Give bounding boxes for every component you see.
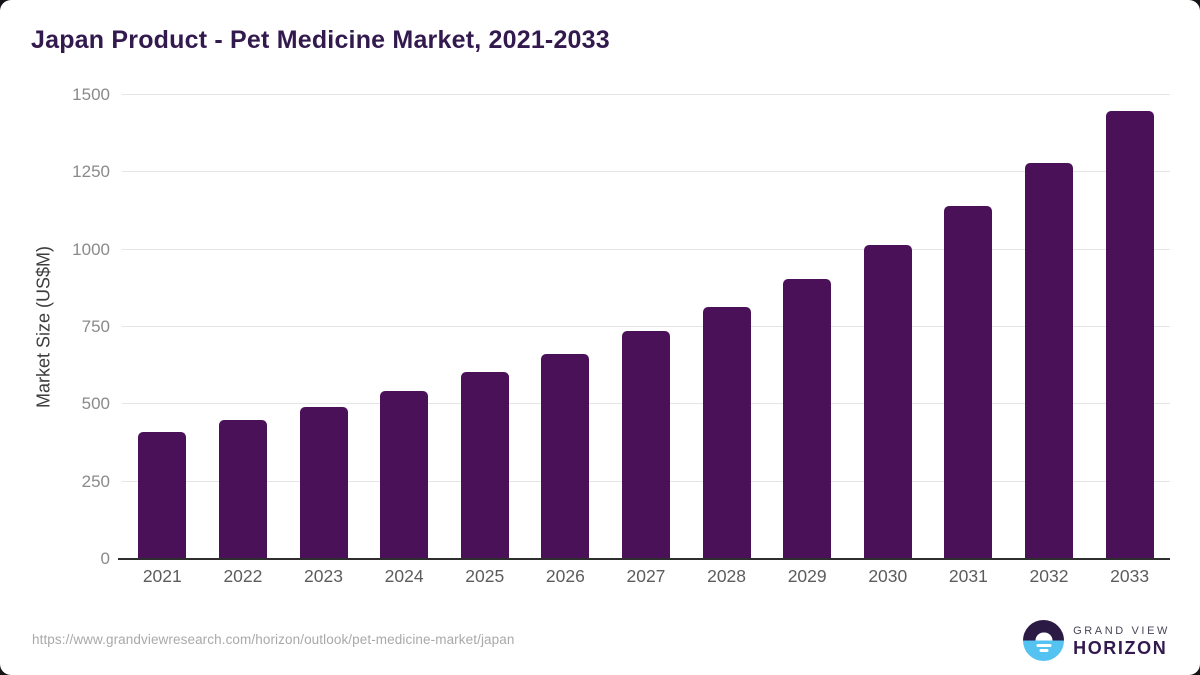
chart-title: Japan Product - Pet Medicine Market, 202…	[31, 26, 610, 54]
plot-area	[118, 94, 1170, 560]
x-tick-label-2033: 2033	[1110, 566, 1150, 586]
water-ripple-icon	[1039, 649, 1049, 652]
bar-2030	[863, 244, 912, 559]
gridline-1250	[122, 171, 1170, 173]
bar-slot-2024	[364, 95, 445, 559]
y-tick-label-500: 500	[81, 394, 110, 414]
brand-name-top: GRAND VIEW	[1073, 624, 1170, 637]
bar-slot-2032	[1009, 95, 1090, 559]
bar-slot-2022	[203, 95, 284, 559]
brand-logo: GRAND VIEW HORIZON	[1023, 620, 1170, 661]
brand-text: GRAND VIEW HORIZON	[1073, 624, 1170, 658]
bar-2026	[541, 353, 590, 559]
x-tick-label-2024: 2024	[384, 566, 424, 586]
bar-2031	[944, 206, 993, 559]
bar-2028	[702, 306, 751, 559]
bar-slot-2031	[928, 95, 1009, 559]
y-tick-label-1250: 1250	[72, 162, 110, 182]
x-tick-label-2029: 2029	[787, 566, 827, 586]
bar-2033	[1105, 111, 1154, 559]
bar-slot-2030	[847, 95, 928, 559]
x-tick-label-2022: 2022	[223, 566, 263, 586]
bar-slot-2023	[283, 95, 364, 559]
x-tick-label-2023: 2023	[304, 566, 343, 586]
sun-dome-icon	[1035, 632, 1053, 641]
x-tick-label-2026: 2026	[545, 566, 585, 586]
bar-2023	[299, 406, 348, 559]
bar-2024	[380, 390, 429, 559]
bar-slot-2028	[686, 95, 767, 559]
bar-2022	[218, 420, 267, 559]
x-tick-label-2027: 2027	[626, 566, 666, 586]
gridline-1000	[122, 248, 1170, 250]
bar-2029	[783, 278, 832, 559]
bar-2032	[1025, 163, 1073, 559]
brand-name-bottom: HORIZON	[1073, 637, 1168, 658]
y-tick-label-1000: 1000	[72, 239, 110, 259]
y-tick-label-1500: 1500	[72, 85, 110, 104]
source-url: https://www.grandviewresearch.com/horizo…	[32, 632, 515, 647]
water-ripple-icon	[1036, 643, 1052, 647]
y-tick-label-250: 250	[81, 471, 110, 491]
gridline-1500	[122, 94, 1170, 95]
bar-slot-2025	[444, 95, 525, 559]
bar-2027	[621, 331, 670, 559]
bar-slot-2029	[767, 95, 848, 559]
x-axis-labels: 2021 2022 2023 2024 2025 2026 2027 2028 2029 2030…	[122, 566, 1170, 590]
bar-slot-2033	[1089, 95, 1170, 559]
y-tick-label-0: 0	[100, 549, 110, 568]
x-axis-line	[118, 558, 1170, 560]
bar-series	[122, 95, 1170, 559]
bar-slot-2021	[122, 95, 203, 559]
y-axis-tick-labels: 0 250 500 750 1000 1250 1500	[28, 86, 110, 568]
x-tick-label-2028: 2028	[707, 566, 747, 586]
x-tick-label-2030: 2030	[868, 566, 908, 586]
x-tick-label-2031: 2031	[948, 566, 988, 586]
grand-view-horizon-logo-icon	[1023, 620, 1065, 661]
gridline-750	[122, 326, 1170, 327]
bar-slot-2026	[525, 95, 606, 559]
x-tick-label-2025: 2025	[465, 566, 505, 586]
bar-2021	[138, 432, 187, 559]
bar-slot-2027	[606, 95, 687, 559]
x-tick-label-2032: 2032	[1029, 566, 1069, 586]
x-tick-label-2021: 2021	[142, 566, 182, 586]
y-tick-label-750: 750	[81, 317, 110, 336]
bar-2025	[460, 371, 509, 559]
